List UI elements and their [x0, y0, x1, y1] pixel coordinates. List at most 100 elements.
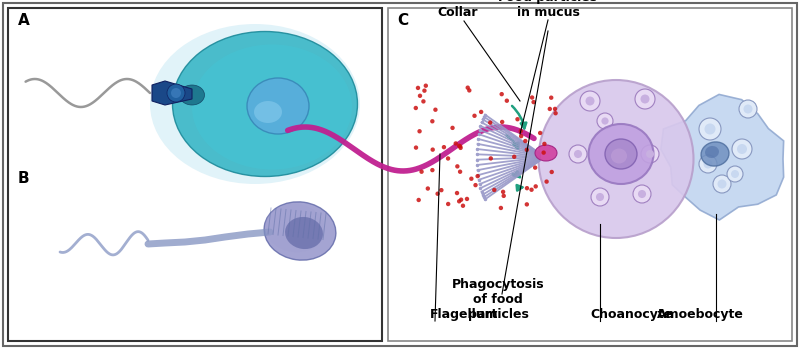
Circle shape — [580, 91, 600, 111]
Ellipse shape — [247, 78, 309, 134]
Circle shape — [531, 100, 536, 104]
Circle shape — [439, 188, 443, 192]
Circle shape — [430, 147, 435, 152]
Ellipse shape — [611, 149, 627, 163]
Circle shape — [534, 184, 538, 188]
Circle shape — [530, 187, 534, 192]
Circle shape — [466, 86, 470, 90]
Circle shape — [699, 155, 717, 173]
FancyBboxPatch shape — [388, 8, 792, 341]
Ellipse shape — [538, 80, 694, 238]
Circle shape — [542, 142, 546, 146]
Circle shape — [737, 144, 747, 154]
Circle shape — [457, 199, 462, 203]
Polygon shape — [661, 95, 784, 220]
Polygon shape — [152, 81, 192, 105]
Circle shape — [479, 110, 483, 114]
Circle shape — [500, 120, 504, 124]
Text: Amoebocyte: Amoebocyte — [657, 308, 743, 321]
Circle shape — [553, 107, 558, 111]
Circle shape — [550, 170, 554, 174]
Circle shape — [465, 197, 469, 201]
Circle shape — [450, 126, 454, 130]
Text: B: B — [18, 171, 30, 186]
Circle shape — [475, 174, 480, 178]
Circle shape — [586, 97, 594, 105]
Circle shape — [705, 124, 715, 134]
Circle shape — [635, 89, 655, 109]
Circle shape — [426, 186, 430, 191]
Circle shape — [525, 148, 529, 152]
FancyBboxPatch shape — [8, 8, 382, 341]
Circle shape — [414, 106, 418, 110]
Ellipse shape — [605, 139, 637, 169]
Circle shape — [549, 96, 554, 100]
Circle shape — [718, 179, 726, 188]
Circle shape — [474, 183, 478, 187]
Circle shape — [731, 170, 739, 178]
Circle shape — [501, 190, 506, 194]
Circle shape — [542, 150, 546, 155]
Circle shape — [569, 145, 587, 163]
Circle shape — [418, 129, 422, 133]
Circle shape — [597, 113, 613, 129]
Ellipse shape — [192, 45, 352, 170]
Text: Phagocytosis
of food
particles: Phagocytosis of food particles — [452, 278, 544, 321]
Circle shape — [167, 84, 185, 102]
Circle shape — [454, 141, 458, 146]
Ellipse shape — [173, 31, 358, 177]
Circle shape — [422, 88, 426, 93]
Circle shape — [533, 165, 538, 170]
Circle shape — [596, 193, 604, 201]
Circle shape — [416, 86, 420, 90]
Circle shape — [502, 194, 506, 198]
Text: C: C — [397, 13, 408, 28]
Ellipse shape — [589, 124, 654, 184]
Text: Flagellum: Flagellum — [430, 308, 498, 321]
Circle shape — [727, 166, 743, 182]
Circle shape — [544, 179, 549, 184]
Circle shape — [499, 92, 504, 96]
Text: A: A — [18, 13, 30, 28]
Circle shape — [455, 191, 459, 195]
Circle shape — [446, 156, 450, 161]
Circle shape — [458, 144, 462, 149]
FancyBboxPatch shape — [3, 3, 797, 346]
Circle shape — [505, 98, 509, 103]
Ellipse shape — [285, 217, 323, 249]
Circle shape — [538, 131, 542, 135]
Circle shape — [459, 198, 463, 202]
Ellipse shape — [179, 85, 205, 105]
Circle shape — [641, 145, 659, 163]
Circle shape — [455, 164, 459, 169]
Circle shape — [523, 139, 527, 143]
Circle shape — [732, 139, 752, 159]
Circle shape — [519, 134, 523, 138]
Circle shape — [743, 104, 753, 113]
Circle shape — [525, 202, 529, 207]
Circle shape — [641, 95, 650, 104]
Circle shape — [488, 120, 493, 125]
Text: Food particles
in mucus: Food particles in mucus — [498, 0, 598, 19]
Ellipse shape — [150, 24, 360, 184]
Circle shape — [430, 168, 434, 172]
Circle shape — [414, 146, 418, 150]
Circle shape — [574, 150, 582, 158]
Circle shape — [554, 111, 558, 116]
Circle shape — [458, 170, 462, 174]
Circle shape — [525, 186, 529, 190]
Circle shape — [492, 188, 497, 192]
Circle shape — [430, 119, 434, 124]
Circle shape — [419, 170, 424, 174]
Circle shape — [171, 88, 181, 98]
Circle shape — [633, 185, 651, 203]
Ellipse shape — [264, 202, 336, 260]
Circle shape — [435, 192, 440, 196]
Circle shape — [498, 206, 503, 210]
Circle shape — [422, 99, 426, 104]
Text: Choanocyte: Choanocyte — [590, 308, 672, 321]
Circle shape — [446, 202, 450, 206]
Circle shape — [489, 156, 493, 161]
Circle shape — [417, 198, 421, 202]
Circle shape — [424, 83, 428, 88]
